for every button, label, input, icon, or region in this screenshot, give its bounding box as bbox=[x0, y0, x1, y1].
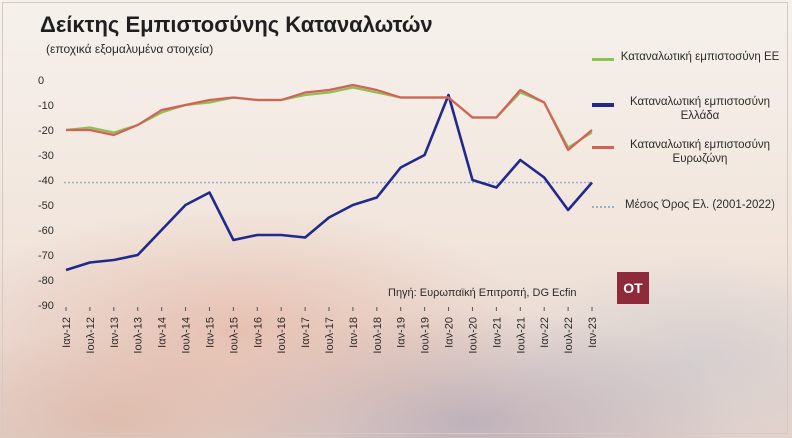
y-tick-label: -70 bbox=[38, 250, 54, 262]
x-tick-label: Ιαν-17 bbox=[300, 317, 312, 348]
chart-title: Δείκτης Εμπιστοσύνης Καταναλωτών bbox=[40, 12, 433, 37]
x-tick-label: Ιουλ-13 bbox=[133, 317, 145, 354]
x-tick-label: Ιουλ-18 bbox=[372, 317, 384, 354]
x-tick-label: Ιουλ-17 bbox=[324, 317, 336, 354]
legend-item-eurozone: Καταναλωτική εμπιστοσύνη Ευρωζώνη bbox=[592, 138, 780, 166]
legend-swatch-average bbox=[592, 206, 614, 208]
chart-frame bbox=[2, 2, 788, 434]
y-tick-label: -10 bbox=[38, 100, 54, 112]
x-tick-label: Ιαν-22 bbox=[539, 317, 551, 348]
source-note: Πηγή: Ευρωπαϊκή Επιτροπή, DG Ecfin bbox=[388, 287, 577, 299]
x-tick-label: Ιουλ-22 bbox=[563, 317, 575, 354]
y-tick-label: 0 bbox=[38, 75, 44, 87]
x-tick-label: Ιαν-14 bbox=[157, 317, 169, 348]
legend-label-eurozone: Καταναλωτική εμπιστοσύνη Ευρωζώνη bbox=[629, 139, 771, 165]
y-tick-label: -80 bbox=[38, 275, 54, 287]
x-axis: Ιαν-12 Ιουλ-12 Ιαν-13 Ιουλ-13 Ιαν-14 Ιουλ-14 Ι… bbox=[61, 307, 599, 354]
ot-logo: OT bbox=[617, 272, 649, 304]
legend-swatch-greece bbox=[592, 103, 614, 107]
x-tick-label: Ιαν-18 bbox=[348, 317, 360, 348]
series-lines bbox=[65, 83, 593, 272]
x-tick-label: Ιουλ-19 bbox=[420, 317, 432, 354]
x-tick-label: Ιουλ-16 bbox=[276, 317, 288, 354]
y-tick-label: -60 bbox=[38, 225, 54, 237]
series-line-eu bbox=[65, 86, 593, 149]
legend-item-average: Μέσος Όρος Ελ. (2001-2022) bbox=[592, 198, 780, 212]
series-line-eurozone bbox=[66, 83, 593, 152]
y-tick-label: -30 bbox=[38, 150, 54, 162]
x-tick-label: Ιαν-15 bbox=[204, 317, 216, 348]
legend-label-eu: Καταναλωτική εμπιστοσύνη ΕΕ bbox=[620, 51, 780, 63]
legend-label-average: Μέσος Όρος Ελ. (2001-2022) bbox=[625, 199, 775, 211]
legend-swatch-eu bbox=[592, 58, 614, 61]
x-tick-label: Ιουλ-20 bbox=[467, 317, 479, 354]
legend-item-greece: Καταναλωτική εμπιστοσύνη Ελλάδα bbox=[592, 95, 780, 123]
x-tick-label: Ιαν-21 bbox=[491, 317, 503, 348]
x-tick-label: Ιαν-13 bbox=[109, 317, 121, 348]
x-tick-label: Ιαν-23 bbox=[587, 317, 599, 348]
y-tick-label: -40 bbox=[38, 175, 54, 187]
legend-label-greece: Καταναλωτική εμπιστοσύνη Ελλάδα bbox=[629, 96, 771, 122]
series-line-greece bbox=[65, 93, 593, 272]
y-tick-label: -20 bbox=[38, 125, 54, 137]
x-tick-label: Ιουλ-21 bbox=[515, 317, 527, 354]
x-tick-label: Ιαν-12 bbox=[61, 317, 73, 348]
x-tick-label: Ιαν-16 bbox=[252, 317, 264, 348]
x-tick-label: Ιουλ-12 bbox=[85, 317, 97, 354]
chart-subtitle: (εποχικά εξομαλυμένα στοιχεία) bbox=[46, 42, 214, 56]
y-axis: 0 -10 -20 -30 -40 -50 -60 -70 -80 -90 bbox=[38, 75, 54, 312]
y-tick-label: -50 bbox=[38, 200, 54, 212]
legend-item-eu: Καταναλωτική εμπιστοσύνη ΕΕ bbox=[592, 50, 780, 64]
x-tick-label: Ιαν-19 bbox=[396, 317, 408, 348]
x-tick-label: Ιουλ-15 bbox=[228, 317, 240, 354]
y-tick-label: -90 bbox=[38, 300, 54, 312]
legend-swatch-eurozone bbox=[592, 146, 614, 149]
x-tick-label: Ιουλ-14 bbox=[181, 317, 193, 354]
x-tick-label: Ιαν-20 bbox=[444, 317, 456, 348]
